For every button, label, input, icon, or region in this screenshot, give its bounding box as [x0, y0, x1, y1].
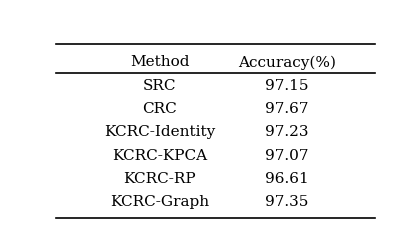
Text: KCRC-Identity: KCRC-Identity [104, 125, 215, 139]
Text: KCRC-KPCA: KCRC-KPCA [113, 149, 207, 163]
Text: KCRC-RP: KCRC-RP [123, 172, 196, 186]
Text: 97.67: 97.67 [265, 102, 309, 116]
Text: 97.07: 97.07 [265, 149, 309, 163]
Text: 97.15: 97.15 [265, 79, 309, 93]
Text: SRC: SRC [143, 79, 177, 93]
Text: 96.61: 96.61 [265, 172, 309, 186]
Text: Accuracy(%): Accuracy(%) [238, 55, 336, 70]
Text: CRC: CRC [142, 102, 177, 116]
Text: 97.35: 97.35 [265, 195, 309, 209]
Text: Method: Method [130, 55, 190, 70]
Text: KCRC-Graph: KCRC-Graph [110, 195, 210, 209]
Text: 97.23: 97.23 [265, 125, 309, 139]
